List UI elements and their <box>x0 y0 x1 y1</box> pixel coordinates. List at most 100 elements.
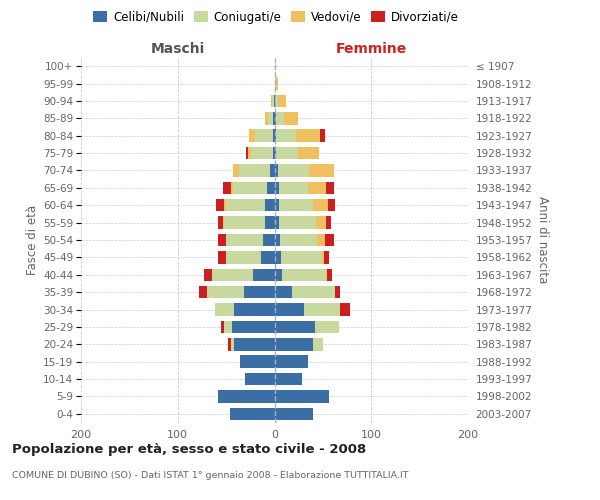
Bar <box>223 216 224 229</box>
Bar <box>267 182 275 194</box>
Bar <box>224 216 265 229</box>
Bar <box>274 94 275 107</box>
Bar <box>226 199 265 211</box>
Bar <box>275 304 304 316</box>
Bar <box>316 216 326 229</box>
Bar <box>280 182 308 194</box>
Bar <box>239 164 269 176</box>
Bar <box>277 147 298 160</box>
Bar <box>277 112 284 124</box>
Text: Femmine: Femmine <box>335 42 407 56</box>
Bar <box>233 164 239 176</box>
Bar <box>308 182 326 194</box>
Bar <box>239 356 275 368</box>
Bar <box>224 199 226 211</box>
Bar <box>233 182 267 194</box>
Bar <box>250 130 255 142</box>
Bar <box>272 112 275 124</box>
Bar <box>275 78 277 90</box>
Bar <box>313 199 328 211</box>
Bar <box>263 234 275 246</box>
Bar <box>298 147 319 160</box>
Bar <box>218 216 223 229</box>
Bar <box>272 130 275 142</box>
Bar <box>325 234 334 246</box>
Bar <box>261 251 275 264</box>
Bar <box>275 251 281 264</box>
Bar <box>231 182 233 194</box>
Bar <box>253 268 275 281</box>
Bar <box>275 112 277 124</box>
Bar <box>234 304 275 316</box>
Bar <box>310 164 334 176</box>
Bar <box>292 286 335 298</box>
Bar <box>278 94 286 107</box>
Bar <box>275 268 282 281</box>
Bar <box>280 216 316 229</box>
Bar <box>275 216 280 229</box>
Bar <box>328 199 335 211</box>
Bar <box>277 130 296 142</box>
Text: COMUNE DI DUBINO (SO) - Dati ISTAT 1° gennaio 2008 - Elaborazione TUTTITALIA.IT: COMUNE DI DUBINO (SO) - Dati ISTAT 1° ge… <box>12 471 409 480</box>
Bar <box>340 304 350 316</box>
Bar <box>204 268 212 281</box>
Bar <box>280 234 317 246</box>
Bar <box>322 251 324 264</box>
Bar <box>251 147 272 160</box>
Bar <box>275 356 308 368</box>
Text: Popolazione per età, sesso e stato civile - 2008: Popolazione per età, sesso e stato civil… <box>12 442 366 456</box>
Bar <box>223 182 231 194</box>
Bar <box>275 390 329 402</box>
Bar <box>275 286 292 298</box>
Bar <box>231 338 234 350</box>
Bar <box>272 147 275 160</box>
Bar <box>284 112 298 124</box>
Bar <box>326 182 334 194</box>
Bar <box>244 286 275 298</box>
Bar <box>304 304 340 316</box>
Y-axis label: Fasce di età: Fasce di età <box>26 205 39 275</box>
Y-axis label: Anni di nascita: Anni di nascita <box>536 196 549 284</box>
Bar <box>327 268 332 281</box>
Bar <box>268 112 272 124</box>
Bar <box>248 147 251 160</box>
Bar <box>280 199 313 211</box>
Bar <box>275 408 313 420</box>
Bar <box>232 320 275 333</box>
Bar <box>277 78 278 90</box>
Bar <box>224 320 232 333</box>
Bar <box>218 390 275 402</box>
Bar <box>275 199 280 211</box>
Bar <box>221 320 224 333</box>
Bar <box>218 234 226 246</box>
Bar <box>278 164 310 176</box>
Bar <box>234 338 275 350</box>
Bar <box>228 338 231 350</box>
Bar <box>275 164 278 176</box>
Bar <box>245 373 275 386</box>
Bar <box>326 216 331 229</box>
Bar <box>226 251 261 264</box>
Legend: Celibi/Nubili, Coniugati/e, Vedovi/e, Divorziati/e: Celibi/Nubili, Coniugati/e, Vedovi/e, Di… <box>88 6 464 28</box>
Bar <box>226 234 263 246</box>
Bar <box>199 286 207 298</box>
Bar <box>326 268 327 281</box>
Bar <box>269 164 275 176</box>
Bar <box>265 216 275 229</box>
Bar <box>275 373 302 386</box>
Bar <box>282 268 326 281</box>
Bar <box>207 286 244 298</box>
Bar <box>275 147 277 160</box>
Bar <box>265 199 275 211</box>
Bar <box>212 268 253 281</box>
Bar <box>265 112 268 124</box>
Bar <box>275 320 315 333</box>
Bar <box>324 251 329 264</box>
Bar <box>317 234 325 246</box>
Bar <box>315 320 340 333</box>
Bar <box>275 130 277 142</box>
Bar <box>247 147 248 160</box>
Bar <box>217 199 224 211</box>
Bar <box>275 94 278 107</box>
Bar <box>275 182 280 194</box>
